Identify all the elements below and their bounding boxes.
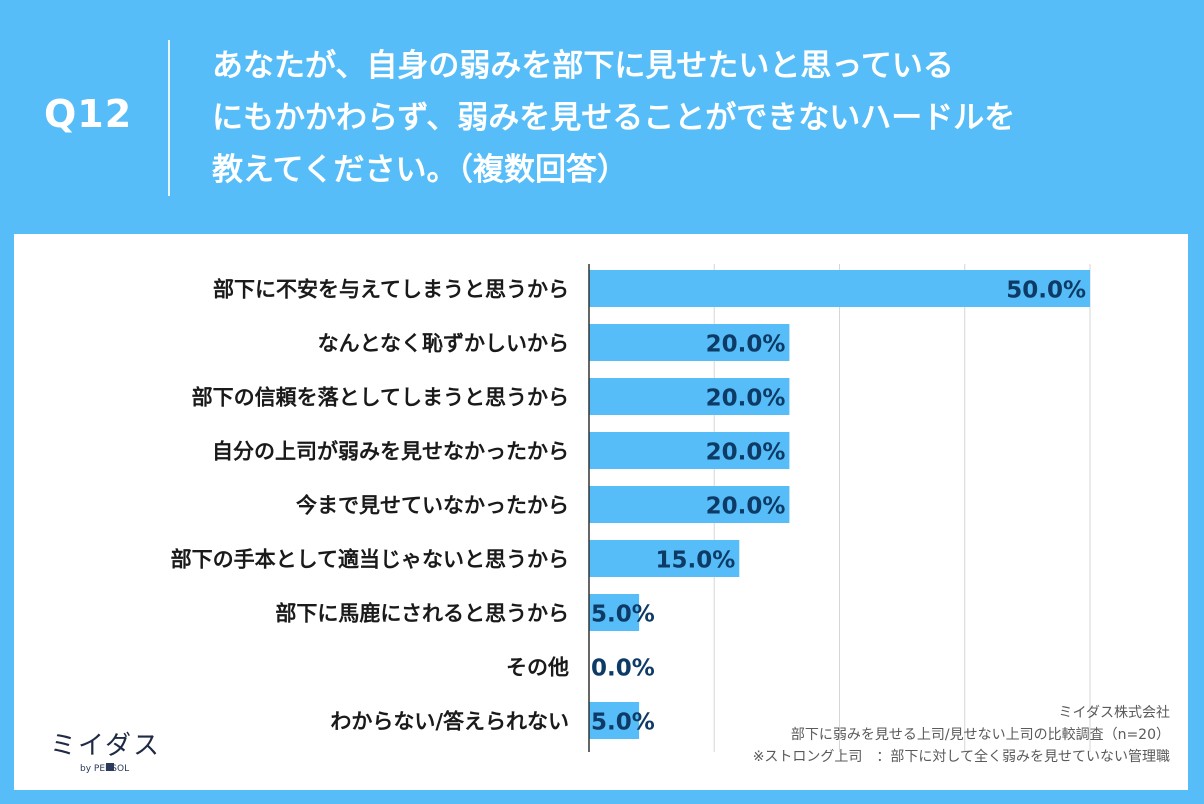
bar-chart: 部下に不安を与えてしまうと思うから 50.0% なんとなく恥ずかしいから 20.0% 部… — [171, 264, 1091, 752]
data-label: 5.0% — [591, 602, 655, 628]
question-text: あなたが、自身の弱みを部下に見せたいと思っている にもかかわらず、弱みを見せるこ… — [212, 40, 1172, 196]
question-line-3: 教えてください。（複数回答） — [212, 152, 629, 188]
data-label: 20.0% — [706, 386, 786, 412]
data-label: 5.0% — [591, 710, 655, 736]
bar — [589, 702, 640, 739]
category-label: その他 — [506, 656, 569, 680]
data-label: 20.0% — [706, 332, 786, 358]
category-label: なんとなく恥ずかしいから — [318, 332, 569, 356]
bar — [589, 540, 740, 577]
chart-panel: 部下に不安を与えてしまうと思うから 50.0% なんとなく恥ずかしいから 20.0% 部… — [14, 234, 1188, 790]
category-label: 部下の手本として適当じゃないと思うから — [171, 548, 569, 572]
company-name: ミイダス株式会社 — [1058, 705, 1170, 721]
question-header: Q12 あなたが、自身の弱みを部下に見せたいと思っている にもかかわらず、弱みを… — [0, 0, 1204, 232]
bar — [589, 270, 1090, 307]
category-label: 部下に馬鹿にされると思うから — [275, 602, 569, 626]
header-divider — [168, 40, 170, 196]
survey-notes: ミイダス株式会社 部下に弱みを見せる上司/見せない上司の比較調査（n=20） ※… — [650, 702, 1170, 768]
category-label: わからない/答えられない — [330, 710, 569, 734]
definition-note: ※ストロング上司 ：部下に対して全く弱みを見せていない管理職 — [752, 749, 1170, 765]
brand-sub-text: by PERSOL — [80, 764, 129, 774]
question-line-2: にもかかわらず、弱みを見せることができないハードルを — [212, 100, 1016, 136]
bar — [589, 378, 790, 415]
category-label: 今まで見せていなかったから — [296, 494, 569, 518]
bar — [589, 324, 790, 361]
survey-description: 部下に弱みを見せる上司/見せない上司の比較調査（n=20） — [790, 727, 1170, 743]
brand-logo: ミイダス by PERSOL — [50, 731, 161, 774]
bar — [589, 432, 790, 469]
category-label: 部下に不安を与えてしまうと思うから — [213, 278, 569, 302]
data-label: 15.0% — [656, 548, 736, 574]
data-label: 0.0% — [591, 656, 655, 682]
question-line-1: あなたが、自身の弱みを部下に見せたいと思っている — [212, 48, 954, 84]
data-label: 20.0% — [706, 440, 786, 466]
question-number: Q12 — [44, 92, 133, 136]
brand-logo-text: ミイダス — [50, 731, 161, 761]
bar — [589, 486, 790, 523]
category-label: 自分の上司が弱みを見せなかったから — [212, 440, 569, 464]
category-label: 部下の信頼を落としてしまうと思うから — [192, 386, 569, 410]
data-label: 50.0% — [1006, 278, 1086, 304]
bar — [589, 594, 640, 631]
data-label: 20.0% — [706, 494, 786, 520]
